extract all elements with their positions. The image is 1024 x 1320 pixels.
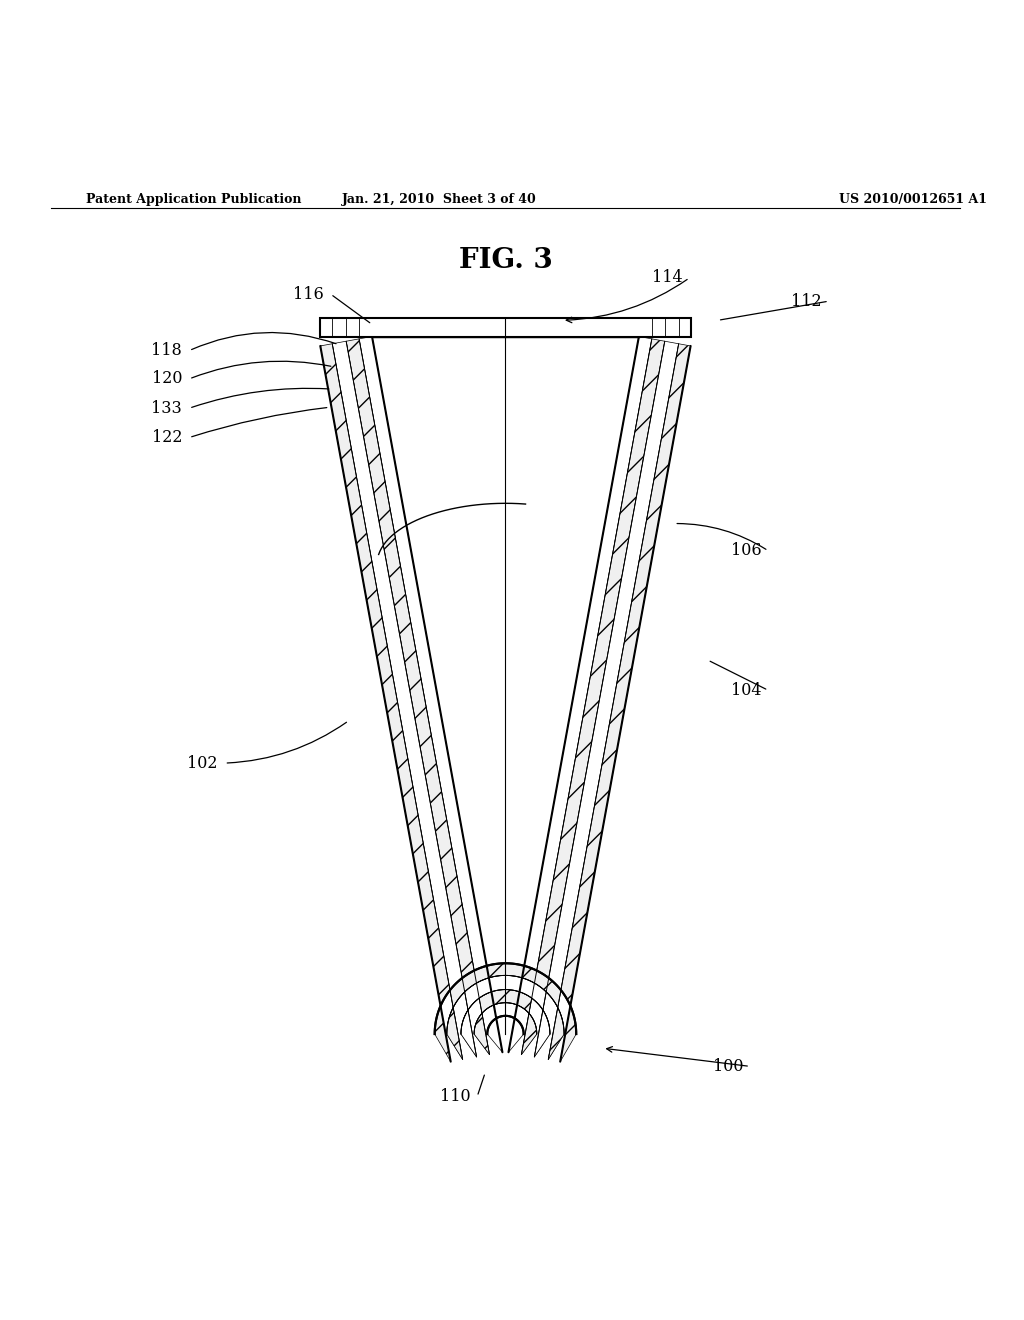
Text: US 2010/0012651 A1: US 2010/0012651 A1 [839,193,987,206]
Text: 100: 100 [713,1057,743,1074]
Text: 118: 118 [152,342,182,359]
Text: FIG. 3: FIG. 3 [459,247,552,275]
Text: 120: 120 [152,371,182,388]
Polygon shape [346,339,665,1057]
Text: 112: 112 [792,293,822,310]
Text: 104: 104 [731,682,761,698]
Text: 106: 106 [731,543,762,560]
Text: 110: 110 [439,1088,470,1105]
Polygon shape [359,337,652,1055]
Text: 114: 114 [652,269,683,286]
Bar [321,318,690,337]
Text: 122: 122 [152,429,182,446]
Polygon shape [321,343,690,1061]
Text: Jan. 21, 2010  Sheet 3 of 40: Jan. 21, 2010 Sheet 3 of 40 [342,193,538,206]
Polygon shape [372,337,639,1052]
Polygon shape [332,341,679,1060]
Text: Patent Application Publication: Patent Application Publication [86,193,301,206]
Text: 133: 133 [152,400,182,417]
Text: 102: 102 [187,755,217,772]
Text: 116: 116 [293,285,324,302]
